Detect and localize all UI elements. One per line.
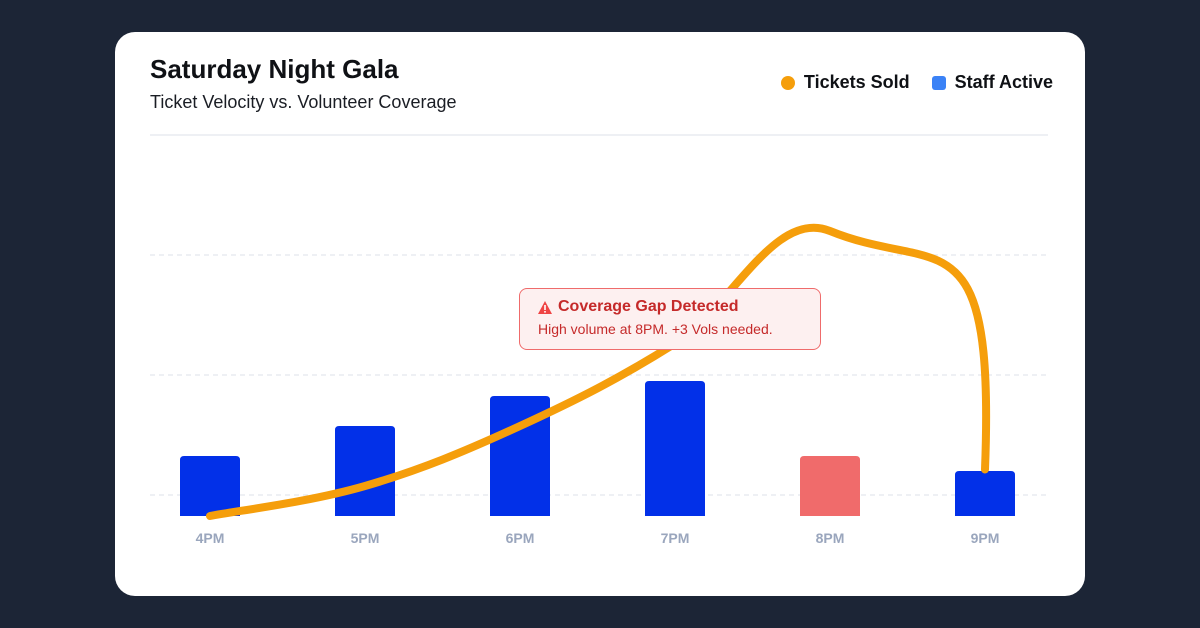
staff-bar-7pm [645, 381, 705, 516]
staff-bar-5pm [335, 426, 395, 516]
coverage-gap-alert: Coverage Gap Detected High volume at 8PM… [519, 288, 821, 350]
x-tick-9pm: 9PM [971, 530, 1000, 546]
legend-label: Tickets Sold [803, 72, 910, 92]
staff-bar-6pm [490, 396, 550, 516]
legend-item-staff[interactable]: Staff Active [931, 72, 1053, 93]
x-tick-8pm: 8PM [816, 530, 845, 546]
staff-bar-9pm [955, 471, 1015, 516]
chart-subtitle: Ticket Velocity vs. Volunteer Coverage [150, 92, 457, 112]
plot-area: 4PM 5PM 6PM 7PM 8PM 9PM [150, 134, 1048, 546]
square-icon [931, 75, 946, 90]
alert-title: Coverage Gap Detected [558, 298, 739, 315]
warning-triangle-icon [538, 300, 552, 314]
x-tick-7pm: 7PM [661, 530, 690, 546]
chart-title: Saturday Night Gala [150, 54, 399, 84]
chart-card: Saturday Night Gala Ticket Velocity vs. … [115, 32, 1085, 596]
staff-bar-4pm [180, 456, 240, 516]
staff-bar-8pm [800, 456, 860, 516]
x-tick-5pm: 5PM [351, 530, 380, 546]
x-tick-6pm: 6PM [506, 530, 535, 546]
alert-text: High volume at 8PM. +3 Vols needed. [538, 321, 773, 337]
circle-icon [780, 75, 795, 90]
x-tick-4pm: 4PM [196, 530, 225, 546]
legend-item-tickets[interactable]: Tickets Sold [780, 72, 910, 93]
tickets-sold-line [206, 223, 991, 520]
legend: Tickets Sold Staff Active [780, 72, 1053, 93]
legend-label: Staff Active [954, 72, 1053, 92]
